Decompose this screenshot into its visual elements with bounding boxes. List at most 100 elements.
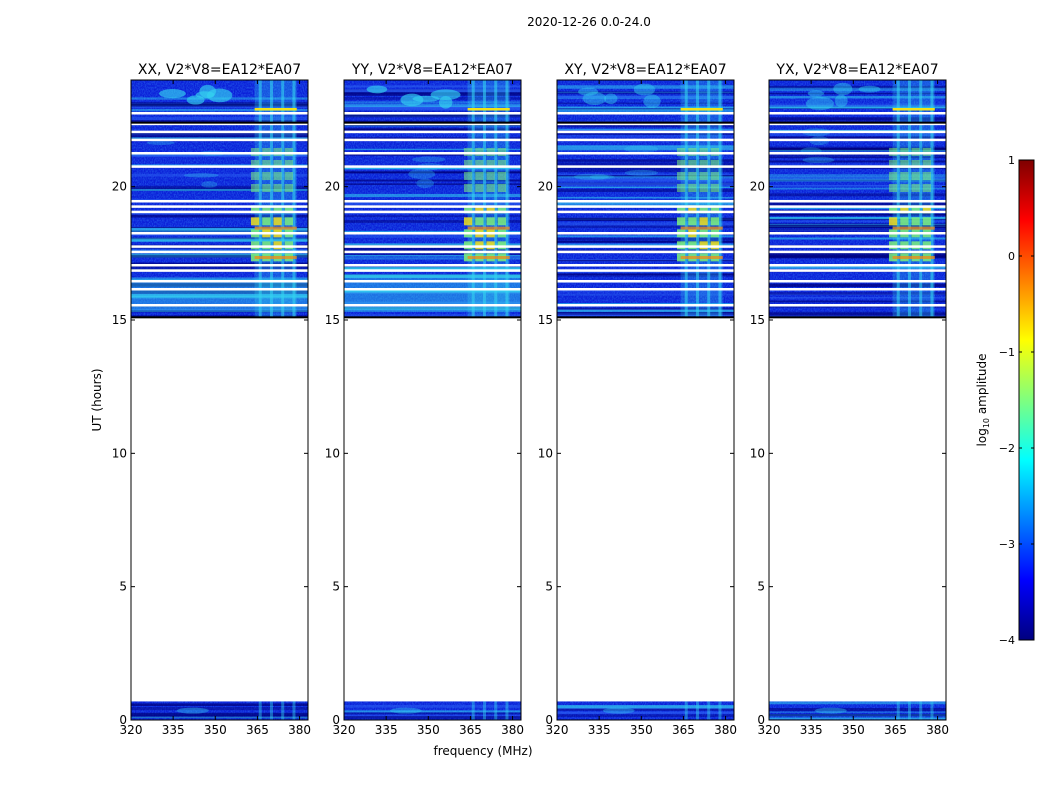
row-tint [344,89,521,93]
flagged-row [344,165,521,168]
flagged-row [344,304,521,307]
rfi-channel [695,80,699,318]
row-tint [131,294,308,298]
rfi-row [680,108,723,111]
row-tint [131,292,308,294]
row-tint [557,95,734,98]
flagged-row [557,210,734,214]
row-tint [557,275,734,277]
rfi-block [710,217,719,226]
row-tint [769,103,946,107]
panels-group: XX, V2*V8=EA12*EA07 320 335 350 365 380 0 5 10 15… [112,62,949,737]
row-tint [769,312,946,316]
colorbar-tick-label: 0 [1008,250,1015,263]
row-tint [557,162,734,166]
flagged-row [557,205,734,208]
row-tint [769,224,946,229]
row-tint [769,199,946,201]
rfi-channel [684,80,688,318]
y-tick-label: 15 [325,313,340,327]
rfi-block [497,205,506,214]
flagged-row [769,112,946,115]
row-tint [344,275,521,278]
row-tint [344,105,521,109]
x-tick-label: 335 [375,723,398,737]
row-tint [557,289,734,293]
row-tint [557,708,734,710]
row-tint [557,307,734,311]
y-tick-label: 10 [112,446,127,460]
row-tint [557,124,734,128]
emission-blob [834,94,848,108]
colorbar-tick-label: −2 [999,442,1015,455]
row-tint [131,185,308,190]
y-tick-label: 5 [757,580,765,594]
row-tint [557,91,734,95]
emission-blob [624,169,659,176]
emission-blob [201,181,218,188]
rfi-channel [919,80,923,318]
rfi-row [254,108,297,111]
rfi-block [486,172,495,180]
flagged-row [131,245,308,248]
segment-edge [344,121,521,124]
rfi-block [262,160,271,168]
rfi-block [463,205,473,214]
flagged-row [131,232,308,235]
row-tint [344,712,521,715]
flagged-row [344,264,521,267]
flagged-row [557,264,734,267]
row-tint [131,294,308,296]
row-tint [769,223,946,226]
x-tick-label: 380 [926,723,949,737]
row-tint [769,105,946,108]
rfi-channel [930,701,934,720]
rfi-block [284,184,293,192]
rfi-block [699,217,708,226]
row-tint [557,711,734,714]
y-tick-label: 5 [119,580,127,594]
emission-blob [582,92,607,106]
emission-blob [176,707,209,714]
rfi-block [676,172,686,180]
rfi-block [486,205,495,214]
row-tint [769,160,946,163]
row-tint [557,106,734,108]
y-tick-label: 20 [325,180,340,194]
row-tint [557,134,734,138]
row-tint [769,713,946,717]
panel-yx: YX, V2*V8=EA12*EA07 320 335 350 365 380 0 5 10 15… [750,62,949,737]
row-tint [344,179,521,182]
row-tint [769,149,946,152]
noise-texture [769,80,946,318]
x-tick-label: 380 [288,723,311,737]
flagged-row [769,165,946,168]
row-tint [769,229,946,231]
row-tint [344,243,521,245]
rfi-block [250,205,260,214]
colorbar-label-log: log [975,428,989,446]
rfi-block [911,160,920,168]
rfi-channel [718,80,722,318]
row-tint [344,124,521,126]
row-tint [769,85,946,89]
rfi-block [699,205,708,214]
row-tint [344,257,521,260]
row-tint [769,213,946,217]
y-axis-label: UT (hours) [90,368,104,431]
no-data-region [557,317,734,702]
flagged-row [344,152,521,155]
row-tint [769,708,946,712]
row-tint [344,289,521,292]
flagged-row [769,288,946,291]
rfi-block [922,217,931,226]
panel-title: XX, V2*V8=EA12*EA07 [138,62,301,78]
flagged-row [344,288,521,291]
row-tint [344,137,521,139]
row-tint [557,176,734,179]
row-tint [344,171,521,174]
flagged-row [769,122,946,126]
row-tint [344,220,521,223]
x-tick-label: 380 [501,723,524,737]
rfi-channel [718,701,722,720]
